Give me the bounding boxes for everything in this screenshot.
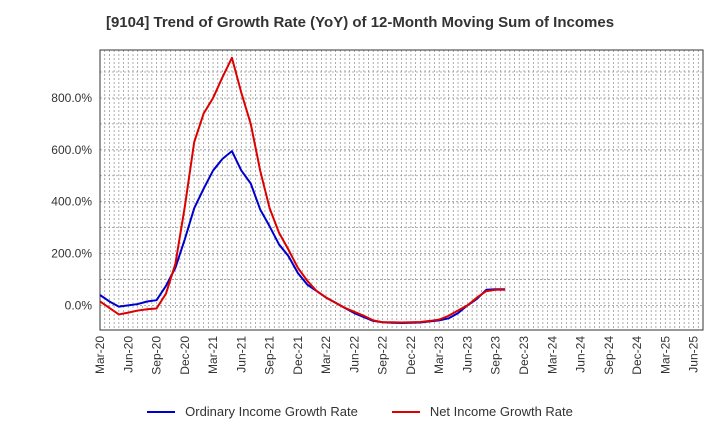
x-axis-ticks: Mar-20 Jun-20 Sep-20 Dec-20 Mar-21 Jun-21 Sep-… xyxy=(93,336,701,375)
plot-frame xyxy=(99,49,704,331)
legend-label-net-income: Net Income Growth Rate xyxy=(429,404,573,419)
x-tick-label: Dec-23 xyxy=(517,336,531,375)
x-tick-label: Sep-21 xyxy=(263,336,277,375)
x-tick-label: Mar-20 xyxy=(93,336,107,374)
legend-item-ordinary-income: Ordinary Income Growth Rate xyxy=(147,404,358,419)
x-tick-label: Jun-20 xyxy=(121,336,135,373)
x-tick-label: Mar-23 xyxy=(432,336,446,374)
grid-lines xyxy=(100,50,703,330)
x-tick-label: Sep-20 xyxy=(150,336,164,375)
x-tick-label: Sep-22 xyxy=(376,336,390,375)
x-tick-label: Mar-22 xyxy=(319,336,333,374)
x-tick-label: Mar-25 xyxy=(658,336,672,374)
series-line-net-income xyxy=(99,56,506,324)
x-tick-label: Jun-23 xyxy=(460,336,474,373)
legend-swatch-red xyxy=(391,410,420,413)
chart-title: [9104] Trend of Growth Rate (YoY) of 12-… xyxy=(105,14,615,31)
x-tick-label: Sep-23 xyxy=(489,336,503,375)
legend-swatch-blue xyxy=(147,410,176,413)
y-tick-label: 200.0% xyxy=(51,247,92,261)
x-tick-label: Mar-21 xyxy=(206,336,220,374)
y-tick-label: 600.0% xyxy=(51,143,92,157)
x-tick-label: Dec-24 xyxy=(630,336,644,375)
legend-item-net-income: Net Income Growth Rate xyxy=(391,404,573,419)
y-axis-ticks: 0.0% 200.0% 400.0% 600.0% 800.0% xyxy=(51,91,92,312)
y-tick-label: 0.0% xyxy=(65,298,93,312)
x-tick-label: Dec-22 xyxy=(404,336,418,375)
x-tick-label: Mar-24 xyxy=(545,336,559,374)
x-tick-label: Jun-21 xyxy=(234,336,248,373)
x-tick-label: Dec-21 xyxy=(291,336,305,375)
y-tick-label: 800.0% xyxy=(51,91,92,105)
series-lines xyxy=(99,56,506,324)
x-tick-label: Dec-20 xyxy=(178,336,192,375)
y-tick-label: 400.0% xyxy=(51,195,92,209)
x-tick-label: Jun-22 xyxy=(347,336,361,373)
legend-label-ordinary-income: Ordinary Income Growth Rate xyxy=(185,404,358,419)
x-tick-label: Jun-25 xyxy=(687,336,701,373)
x-tick-label: Jun-24 xyxy=(574,336,588,373)
x-tick-label: Sep-24 xyxy=(602,336,616,375)
legend: Ordinary Income Growth Rate Net Income G… xyxy=(0,404,720,419)
